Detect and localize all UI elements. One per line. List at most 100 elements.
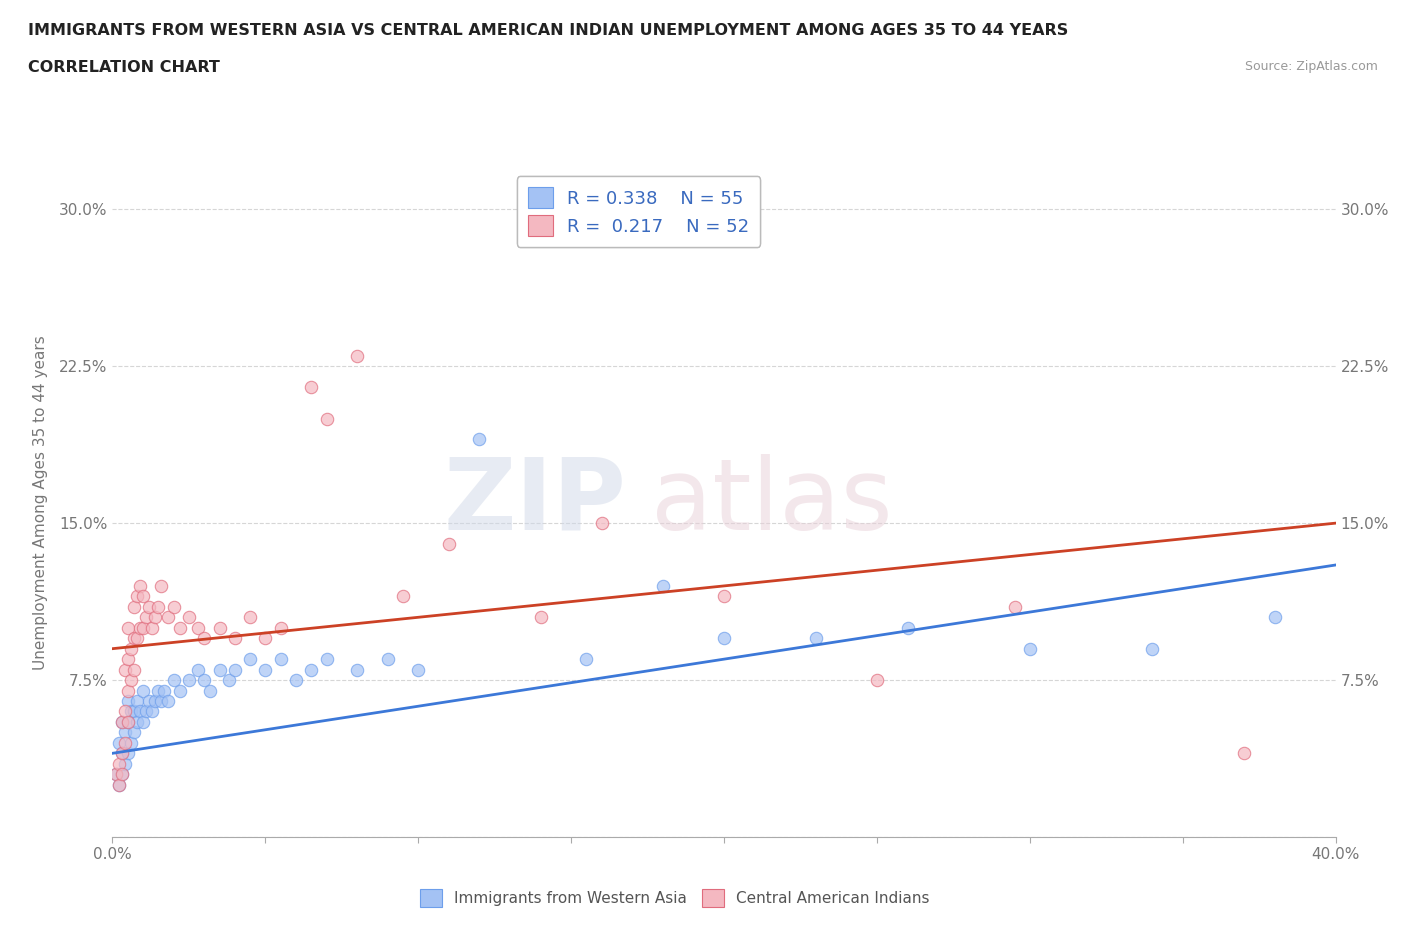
Point — [117, 714, 139, 729]
Point — [315, 652, 337, 667]
Point — [193, 672, 215, 687]
Point — [224, 631, 246, 645]
Point — [169, 620, 191, 635]
Point — [1004, 600, 1026, 615]
Point — [254, 631, 277, 645]
Point — [122, 725, 145, 740]
Point — [284, 672, 308, 687]
Text: IMMIGRANTS FROM WESTERN ASIA VS CENTRAL AMERICAN INDIAN UNEMPLOYMENT AMONG AGES : IMMIGRANTS FROM WESTERN ASIA VS CENTRAL … — [28, 23, 1069, 38]
Point — [156, 610, 179, 625]
Point — [125, 694, 148, 709]
Point — [187, 662, 209, 677]
Text: ZIP: ZIP — [443, 454, 626, 551]
Point — [530, 610, 553, 625]
Point — [200, 683, 222, 698]
Point — [111, 766, 134, 781]
Point — [141, 704, 163, 719]
Point — [129, 704, 152, 719]
Point — [239, 652, 262, 667]
Point — [866, 672, 889, 687]
Point — [575, 652, 598, 667]
Point — [141, 620, 163, 635]
Point — [346, 662, 368, 677]
Point — [163, 672, 186, 687]
Point — [135, 704, 157, 719]
Point — [1018, 642, 1040, 657]
Point — [111, 746, 134, 761]
Point — [254, 662, 277, 677]
Point — [299, 379, 322, 394]
Point — [224, 662, 246, 677]
Point — [132, 683, 155, 698]
Point — [104, 766, 127, 781]
Point — [138, 600, 160, 615]
Point — [208, 662, 231, 677]
Point — [114, 725, 136, 740]
Text: Source: ZipAtlas.com: Source: ZipAtlas.com — [1244, 60, 1378, 73]
Point — [299, 662, 322, 677]
Point — [107, 756, 129, 771]
Point — [591, 516, 613, 531]
Point — [270, 652, 292, 667]
Point — [143, 694, 166, 709]
Point — [163, 600, 186, 615]
Point — [377, 652, 399, 667]
Point — [148, 683, 170, 698]
Point — [117, 620, 139, 635]
Point — [111, 766, 134, 781]
Point — [122, 704, 145, 719]
Legend: R = 0.338    N = 55, R =  0.217    N = 52: R = 0.338 N = 55, R = 0.217 N = 52 — [517, 177, 761, 247]
Point — [114, 704, 136, 719]
Point — [177, 610, 200, 625]
Point — [125, 714, 148, 729]
Point — [138, 694, 160, 709]
Text: atlas: atlas — [651, 454, 893, 551]
Point — [120, 642, 142, 657]
Point — [104, 766, 127, 781]
Point — [120, 672, 142, 687]
Point — [150, 694, 173, 709]
Point — [153, 683, 176, 698]
Point — [122, 631, 145, 645]
Point — [122, 600, 145, 615]
Point — [270, 620, 292, 635]
Point — [1142, 642, 1164, 657]
Point — [193, 631, 215, 645]
Point — [177, 672, 200, 687]
Y-axis label: Unemployment Among Ages 35 to 44 years: Unemployment Among Ages 35 to 44 years — [32, 335, 48, 670]
Point — [239, 610, 262, 625]
Point — [111, 714, 134, 729]
Point — [117, 694, 139, 709]
Point — [125, 631, 148, 645]
Point — [143, 610, 166, 625]
Point — [107, 777, 129, 792]
Point — [156, 694, 179, 709]
Point — [713, 589, 735, 604]
Point — [897, 620, 920, 635]
Point — [111, 746, 134, 761]
Point — [804, 631, 827, 645]
Point — [117, 714, 139, 729]
Point — [218, 672, 240, 687]
Point — [120, 704, 142, 719]
Point — [125, 589, 148, 604]
Point — [346, 349, 368, 364]
Point — [132, 620, 155, 635]
Point — [1264, 610, 1286, 625]
Point — [652, 578, 675, 593]
Point — [129, 620, 152, 635]
Point — [468, 432, 491, 447]
Point — [107, 777, 129, 792]
Point — [122, 662, 145, 677]
Point — [208, 620, 231, 635]
Point — [713, 631, 735, 645]
Point — [120, 736, 142, 751]
Point — [111, 714, 134, 729]
Point — [132, 714, 155, 729]
Text: CORRELATION CHART: CORRELATION CHART — [28, 60, 219, 75]
Point — [1233, 746, 1256, 761]
Point — [107, 736, 129, 751]
Point — [117, 746, 139, 761]
Point — [114, 756, 136, 771]
Point — [132, 589, 155, 604]
